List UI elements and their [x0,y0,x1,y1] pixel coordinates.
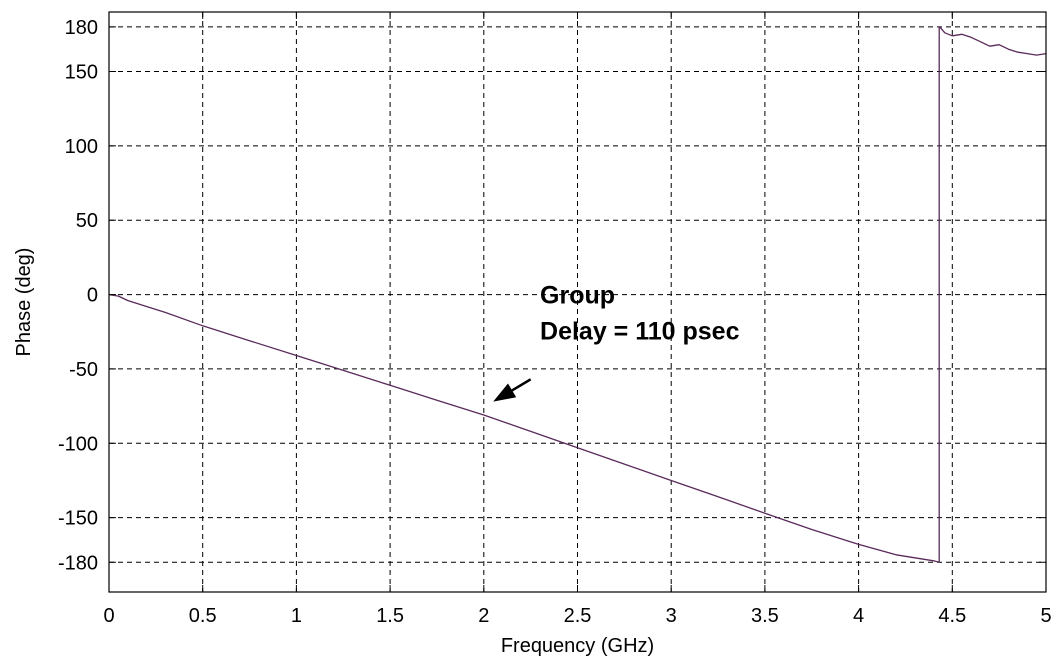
y-tick-label: 100 [65,136,98,158]
series-layer [108,26,1047,563]
x-tick-label: 0.5 [189,605,217,627]
annotation-text-line: Group [540,281,615,309]
x-tick-label: 0 [103,605,114,627]
x-tick-label: 3 [666,605,677,627]
y-tick-label: 50 [76,210,98,232]
y-tick-label: 150 [65,61,98,83]
x-tick-label: 1.5 [376,605,404,627]
y-tick-label: 180 [65,17,98,39]
grid [109,12,1046,592]
y-tick-label: -100 [58,433,98,455]
y-tick-label: -150 [58,508,98,530]
annotation-text-line: Delay = 110 psec [540,317,740,345]
phase-series-line [108,26,1047,563]
x-tick-label: 4 [853,605,864,627]
axes-frame [108,11,1047,593]
tick-labels: 0 0.5 1 1.5 2 2.5 3 3.5 4 4.5 5 180 150 100 50 0 -50 -100… [58,17,1052,627]
plot-frame [108,11,1047,593]
x-axis-title: Frequency (GHz) [501,635,654,657]
x-tick-label: 2.5 [564,605,592,627]
x-tick-label: 5 [1040,605,1051,627]
x-tick-label: 1 [291,605,302,627]
y-tick-label: -180 [58,552,98,574]
y-tick-label: 0 [87,285,98,307]
x-tick-label: 3.5 [751,605,779,627]
annotation-arrow-head [493,383,517,402]
x-tick-label: 2 [478,605,489,627]
annotation: Group Delay = 110 psec [493,281,740,402]
y-tick-label: -50 [69,359,98,381]
y-axis-title: Phase (deg) [13,248,35,357]
x-tick-label: 4.5 [938,605,966,627]
annotation-arrow-shaft [511,378,532,392]
